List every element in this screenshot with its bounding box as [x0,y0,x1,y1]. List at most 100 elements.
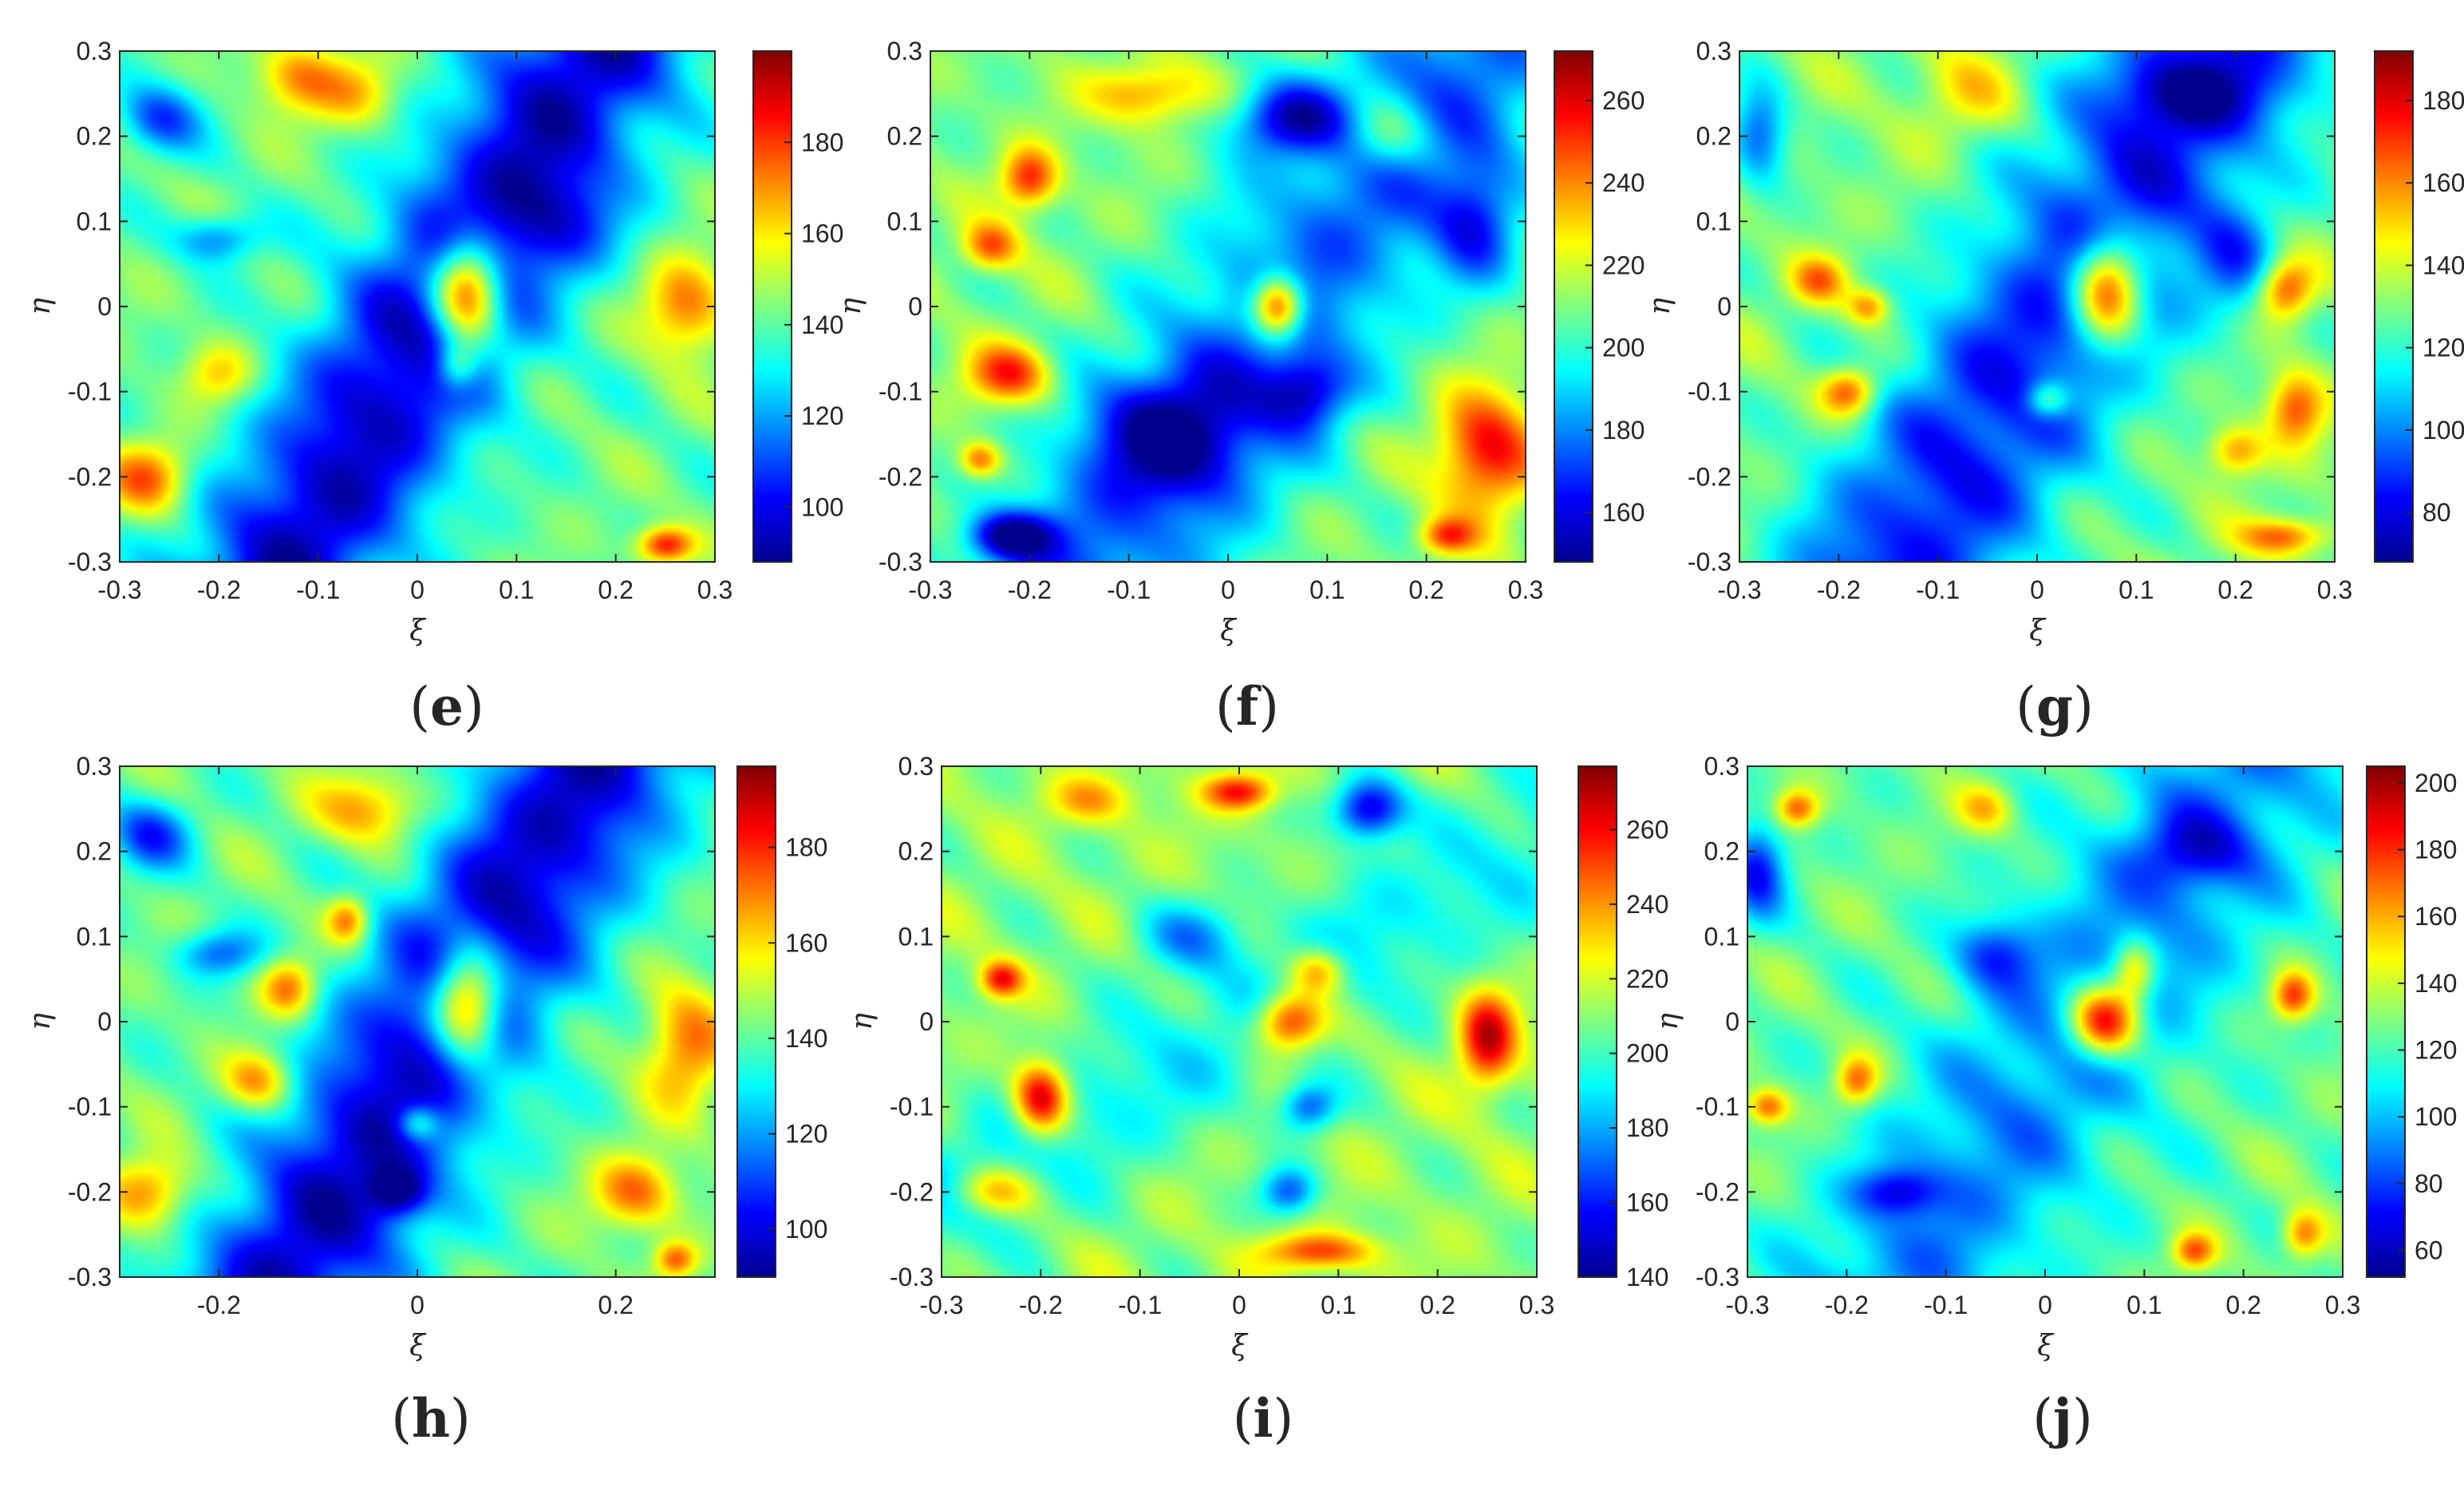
y-tick-label: -0.2 [1696,1177,1739,1206]
x-tick-label: 0.2 [1420,1291,1455,1319]
colorbar-f [1554,50,1593,563]
x-tick-label: 0 [1221,575,1235,604]
colorbar-tick-label: 200 [1626,1039,1668,1068]
colorbar-tick-label: 100 [2415,1102,2457,1131]
y-tick-label: -0.3 [879,548,922,576]
colorbar-tick-label: 200 [2415,769,2457,797]
y-tick-label: -0.3 [890,1263,934,1291]
x-tick-label: 0.2 [598,575,633,604]
colorbar-tick-label: 100 [2423,416,2464,445]
y-tick-label: 0.3 [1696,37,1732,65]
colorbar-h [736,765,776,1278]
x-tick-label: 0.1 [2118,575,2154,604]
panel-label-close-paren: ) [1258,676,1279,738]
colorbar-tick-label: 180 [1602,416,1645,445]
colorbar-tick-label: 220 [1626,964,1668,993]
panel-label-h: (h) [391,1387,471,1449]
panel-j: -0.3 -0.2 -0.1 0 0.1 0.2 0.3 0.3 0.2 0.1 0 -0.1 -0.2… [1652,752,2457,1449]
colorbar-tick-label: 260 [1626,815,1668,844]
x-tick-label: 0 [2030,575,2044,604]
colorbar-i [1578,765,1617,1278]
heatmap-image-i [942,766,1537,1277]
y-tick-label: -0.1 [68,1093,112,1121]
panel-label-open-paren: ( [391,1388,412,1449]
colorbar-tick-label: 260 [1602,86,1645,115]
y-tick-label: -0.3 [68,548,112,576]
colorbar-tick-label: 180 [801,128,843,156]
panel-label-close-paren: ) [464,676,484,738]
colorbar-tick-label: 80 [2415,1169,2443,1198]
y-tick-label: 0 [908,292,922,321]
y-axis-label: η [1652,1013,1684,1030]
panel-e: -0.3 -0.2 -0.1 0 0.1 0.2 0.3 0.3 0.2 0.1 0 -0.1 -0.2… [24,37,843,738]
y-tick-label: 0.3 [77,37,112,65]
colorbar-tick-label: 160 [1626,1188,1668,1217]
panel-label-open-paren: ( [409,676,430,738]
x-tick-label: 0.3 [2317,575,2352,604]
panel-label-open-paren: ( [1233,1388,1254,1449]
colorbar-tick-label: 240 [1626,890,1668,919]
x-tick-label: -0.3 [919,1291,963,1319]
panel-label-j: (j) [2032,1387,2092,1449]
x-axis-label: ξ [1220,615,1238,647]
y-tick-label: 0 [1717,292,1732,321]
colorbar-tick-label: 160 [785,928,827,957]
x-tick-label: -0.2 [1825,1291,1869,1319]
panel-label-letter: g [2036,675,2073,738]
y-tick-label: 0 [97,1007,112,1036]
colorbar-tick-label: 120 [2415,1036,2457,1065]
y-tick-label: -0.3 [1688,548,1732,576]
y-tick-label: 0.2 [1704,837,1739,866]
x-axis-label: ξ [2029,615,2047,647]
x-tick-label: 0.3 [697,575,732,604]
panel-h: -0.2 0 0.2 0.3 0.2 0.1 0 -0.1 -0.2 -0.3 ξ η 100 120 14… [24,752,827,1449]
x-tick-label: 0 [2038,1291,2052,1319]
y-axis-label: η [846,1013,879,1030]
colorbar-tick-label: 60 [2415,1236,2443,1265]
x-tick-label: -0.1 [1916,575,1960,604]
colorbar-tick-label: 140 [1626,1263,1668,1291]
y-tick-label: 0.2 [77,837,112,866]
y-tick-label: 0.2 [887,122,922,151]
panel-label-f: (f) [1215,675,1279,738]
x-tick-label: -0.2 [1019,1291,1063,1319]
y-tick-label: 0.3 [898,752,934,781]
y-axis-label: η [1644,298,1676,315]
colorbar-g [2374,50,2414,563]
x-tick-label: -0.3 [908,575,952,604]
colorbar-j [2366,765,2406,1278]
colorbar-tick-label: 160 [2423,168,2464,197]
y-axis-label: η [24,298,57,315]
colorbar-tick-label: 180 [785,833,827,862]
panel-i: -0.3 -0.2 -0.1 0 0.1 0.2 0.3 0.3 0.2 0.1 0 -0.1 -0.2… [846,752,1668,1449]
x-tick-label: 0.3 [1519,1291,1554,1319]
heatmap-image-h [120,766,715,1277]
y-tick-label: 0.1 [77,922,112,951]
x-axis-label: ξ [409,615,427,647]
panel-label-close-paren: ) [1273,1388,1294,1449]
colorbar-tick-label: 160 [1602,498,1645,527]
panel-g: -0.3 -0.2 -0.1 0 0.1 0.2 0.3 0.3 0.2 0.1 0 -0.1 -0.2… [1644,37,2464,738]
x-tick-label: 0.2 [1408,575,1443,604]
panel-label-close-paren: ) [2073,676,2094,738]
panel-label-open-paren: ( [2032,1388,2053,1449]
colorbar-tick-label: 120 [785,1120,827,1149]
y-tick-label: -0.2 [68,462,112,491]
y-tick-label: -0.2 [890,1177,934,1206]
colorbar-tick-label: 140 [2415,969,2457,998]
y-tick-label: -0.1 [1688,378,1732,406]
x-tick-label: 0.2 [598,1291,633,1319]
y-tick-label: 0.1 [77,207,112,235]
y-tick-label: 0 [1725,1007,1739,1036]
panel-label-e: (e) [409,675,484,738]
x-tick-label: -0.1 [1107,575,1151,604]
y-tick-label: 0.1 [887,207,922,235]
x-tick-label: 0.1 [2126,1291,2162,1319]
x-axis-label: ξ [2037,1330,2055,1362]
colorbar-tick-label: 120 [801,401,843,430]
y-tick-label: 0.3 [887,37,922,65]
panel-label-g: (g) [2016,675,2094,738]
y-tick-label: 0.3 [1704,752,1739,781]
x-tick-label: 0.2 [2217,575,2253,604]
panel-label-open-paren: ( [1215,676,1236,738]
